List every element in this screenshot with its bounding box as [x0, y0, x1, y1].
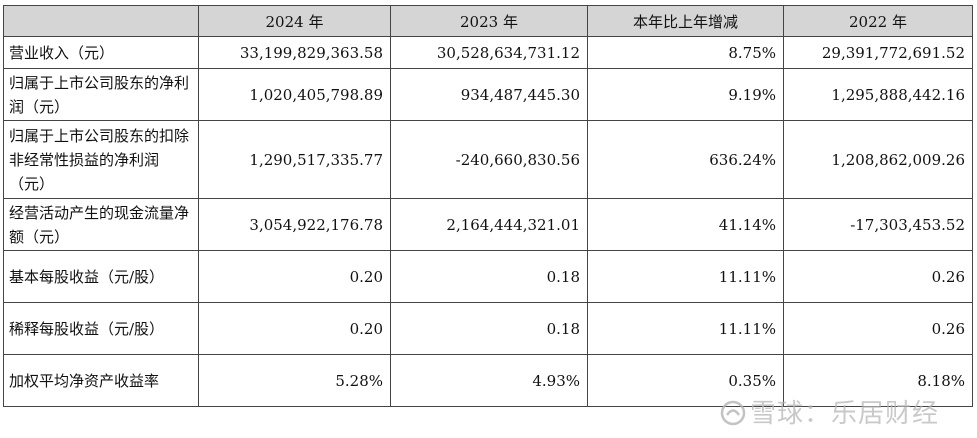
- cell-change: 11.11%: [587, 250, 784, 303]
- cell-2023: 0.18: [390, 302, 588, 355]
- header-cell-2022: 2022 年: [783, 5, 973, 37]
- cell-change: 41.14%: [587, 198, 784, 251]
- table-row: 营业收入（元） 33,199,829,363.58 30,528,634,731…: [3, 36, 973, 69]
- row-label: 基本每股收益（元/股）: [3, 250, 199, 303]
- cell-2022: 8.18%: [783, 354, 973, 407]
- table-header-row: 2024 年 2023 年 本年比上年增减 2022 年: [3, 5, 973, 37]
- cell-2022: 1,295,888,442.16: [783, 68, 973, 121]
- cell-2022: 0.26: [783, 250, 973, 303]
- snowball-logo-icon: [720, 400, 746, 433]
- watermark: 雪球：乐居财经: [720, 393, 939, 433]
- header-cell-change: 本年比上年增减: [587, 5, 784, 37]
- cell-2022: -17,303,453.52: [783, 198, 973, 251]
- cell-2022: 29,391,772,691.52: [783, 36, 973, 69]
- cell-2023: 4.93%: [390, 354, 588, 407]
- row-label: 稀释每股收益（元/股）: [3, 302, 199, 355]
- cell-2024: 0.20: [198, 250, 391, 303]
- header-cell-2023: 2023 年: [390, 5, 588, 37]
- cell-2023: 30,528,634,731.12: [390, 36, 588, 69]
- cell-2023: -240,660,830.56: [390, 120, 588, 199]
- cell-2023: 934,487,445.30: [390, 68, 588, 121]
- header-cell-blank: [3, 5, 199, 37]
- cell-2023: 2,164,444,321.01: [390, 198, 588, 251]
- cell-change: 0.35%: [587, 354, 784, 407]
- row-label: 经营活动产生的现金流量净额（元）: [3, 198, 199, 251]
- header-cell-2024: 2024 年: [198, 5, 391, 37]
- cell-change: 9.19%: [587, 68, 784, 121]
- table-row: 基本每股收益（元/股） 0.20 0.18 11.11% 0.26: [3, 250, 973, 303]
- cell-2024: 1,020,405,798.89: [198, 68, 391, 121]
- table-row: 归属于上市公司股东的扣除非经常性损益的净利润（元） 1,290,517,335.…: [3, 120, 973, 199]
- cell-2024: 1,290,517,335.77: [198, 120, 391, 199]
- cell-2022: 0.26: [783, 302, 973, 355]
- row-label: 营业收入（元）: [3, 36, 199, 69]
- cell-change: 11.11%: [587, 302, 784, 355]
- table-row: 归属于上市公司股东的净利润（元） 1,020,405,798.89 934,48…: [3, 68, 973, 121]
- row-label: 归属于上市公司股东的扣除非经常性损益的净利润（元）: [3, 120, 199, 199]
- cell-2024: 3,054,922,176.78: [198, 198, 391, 251]
- cell-change: 636.24%: [587, 120, 784, 199]
- table-row: 稀释每股收益（元/股） 0.20 0.18 11.11% 0.26: [3, 302, 973, 355]
- row-label: 加权平均净资产收益率: [3, 354, 199, 407]
- cell-2024: 33,199,829,363.58: [198, 36, 391, 69]
- row-label: 归属于上市公司股东的净利润（元）: [3, 68, 199, 121]
- cell-2023: 0.18: [390, 250, 588, 303]
- cell-2024: 0.20: [198, 302, 391, 355]
- cell-2022: 1,208,862,009.26: [783, 120, 973, 199]
- cell-2024: 5.28%: [198, 354, 391, 407]
- table-row: 经营活动产生的现金流量净额（元） 3,054,922,176.78 2,164,…: [3, 198, 973, 251]
- watermark-text: 雪球：乐居财经: [750, 399, 940, 429]
- cell-change: 8.75%: [587, 36, 784, 69]
- table-row: 加权平均净资产收益率 5.28% 4.93% 0.35% 8.18%: [3, 354, 973, 407]
- financial-summary-table: 2024 年 2023 年 本年比上年增减 2022 年 营业收入（元） 33,…: [3, 5, 973, 407]
